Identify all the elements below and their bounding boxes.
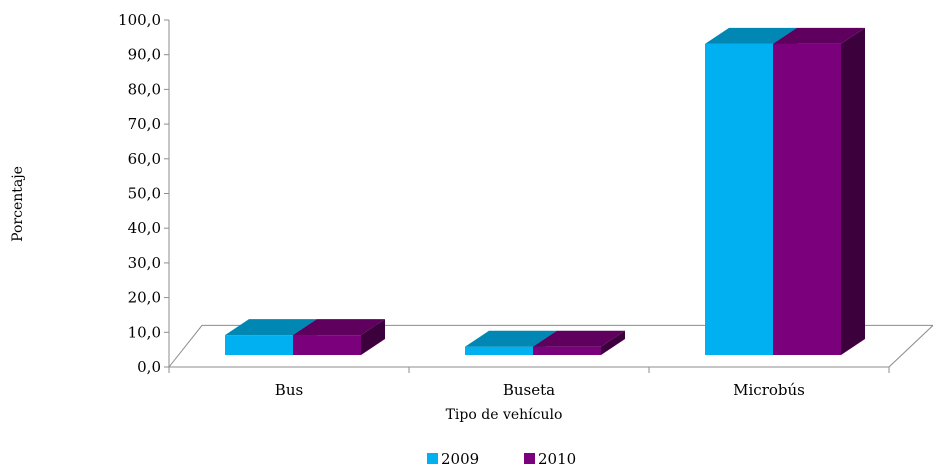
bar-front <box>465 346 533 355</box>
bar-top <box>773 27 865 44</box>
bar-front <box>705 43 773 356</box>
bar-top <box>533 330 625 347</box>
bar <box>533 330 625 355</box>
y-tick-label: 60,0 <box>128 150 161 168</box>
bar-top <box>705 27 797 44</box>
y-tick-label: 40,0 <box>128 219 161 237</box>
y-tick-label: 0,0 <box>137 358 161 376</box>
bar-front <box>225 335 293 355</box>
bar <box>773 27 865 356</box>
bar-side <box>601 330 625 355</box>
bar-side <box>841 27 865 356</box>
bar-top <box>225 319 317 336</box>
bar-front <box>293 335 361 355</box>
y-tick-label: 50,0 <box>128 185 161 203</box>
x-tick-label: Buseta <box>503 381 555 399</box>
y-tick-label: 100,0 <box>118 11 161 29</box>
bar-front <box>533 346 601 355</box>
legend-label: 2009 <box>441 450 479 468</box>
y-tick-label: 90,0 <box>128 46 161 64</box>
y-tick-label: 10,0 <box>128 323 161 341</box>
bar-side <box>361 319 385 355</box>
y-tick-label: 70,0 <box>128 115 161 133</box>
bar-top <box>293 319 385 336</box>
y-tick-label: 80,0 <box>128 80 161 98</box>
bar <box>293 319 385 355</box>
x-axis: Bus Buseta Microbús <box>168 366 890 399</box>
legend-label: 2010 <box>538 450 576 468</box>
y-axis: 0,0 10,0 20,0 30,0 40,0 50,0 60,0 70,0 80,0 90,0 1… <box>118 11 170 376</box>
bar-top <box>465 330 557 347</box>
legend: 2009 2010 <box>427 450 576 468</box>
y-tick-label: 30,0 <box>128 254 161 272</box>
bars <box>225 27 865 356</box>
legend-swatch <box>427 453 438 464</box>
x-tick-label: Bus <box>275 381 303 399</box>
x-tick-label: Microbús <box>733 381 805 399</box>
x-axis-title: Tipo de vehículo <box>446 407 563 423</box>
y-axis-title: Porcentaje <box>10 166 26 242</box>
y-tick-label: 20,0 <box>128 289 161 307</box>
bar-front <box>773 43 841 356</box>
legend-swatch <box>524 453 535 464</box>
